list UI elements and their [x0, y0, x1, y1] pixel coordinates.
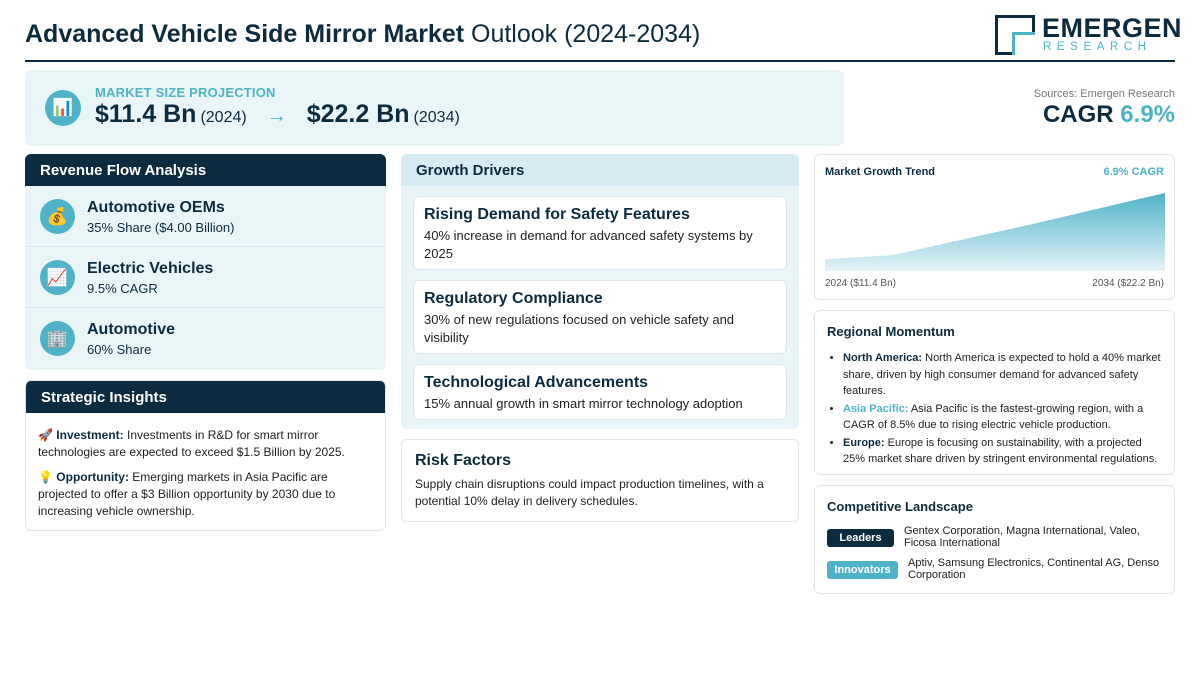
growth-area-chart — [825, 193, 1165, 271]
rocket-icon: 🚀 — [38, 428, 53, 442]
start-year: (2024) — [200, 109, 247, 126]
trend-start-label: 2024 ($11.4 Bn) — [825, 278, 896, 289]
end-year: (2034) — [413, 109, 460, 126]
region-text: North America is expected to hold a 40% … — [843, 352, 1161, 397]
bar-chart-icon: 📊 — [45, 90, 81, 126]
driver-item: Regulatory Compliance 30% of new regulat… — [413, 280, 787, 354]
revenue-item-sub: 35% Share ($4.00 Billion) — [87, 220, 235, 235]
insight-item: 💡 Opportunity: Emerging markets in Asia … — [38, 469, 373, 520]
revenue-item: 💰 Automotive OEMs 35% Share ($4.00 Billi… — [25, 186, 386, 247]
header: Advanced Vehicle Side Mirror Market Outl… — [25, 14, 1182, 62]
growth-area — [825, 193, 1165, 271]
emergen-logo: EMERGEN RESEARCH — [995, 14, 1182, 56]
driver-item: Rising Demand for Safety Features 40% in… — [413, 196, 787, 270]
list-item: North America: North America is expected… — [843, 350, 1162, 400]
region-name: Europe: — [843, 436, 885, 449]
start-value: $11.4 Bn — [95, 100, 197, 128]
revenue-item: 🏢 Automotive 60% Share — [25, 308, 386, 369]
region-text: Europe is focusing on sustainability, wi… — [843, 436, 1158, 466]
leaders-badge: Leaders — [827, 529, 894, 547]
leaders-row: Leaders Gentex Corporation, Magna Intern… — [827, 525, 1162, 555]
revenue-item-name: Automotive OEMs — [87, 199, 225, 216]
insight-item: 🚀 Investment: Investments in R&D for sma… — [38, 427, 373, 461]
driver-item: Technological Advancements 15% annual gr… — [413, 364, 787, 420]
revenue-flow-title: Revenue Flow Analysis — [25, 154, 386, 186]
driver-desc: 15% annual growth in smart mirror techno… — [424, 396, 743, 411]
revenue-item-sub: 9.5% CAGR — [87, 281, 158, 296]
driver-title: Rising Demand for Safety Features — [424, 206, 690, 223]
competitive-landscape-title: Competitive Landscape — [827, 499, 973, 514]
logo-name: EMERGEN — [1042, 13, 1183, 43]
page-title-sub: Outlook (2024-2034) — [464, 20, 701, 48]
driver-title: Technological Advancements — [424, 374, 649, 391]
driver-desc: 40% increase in demand for advanced safe… — [424, 228, 753, 261]
insight-text: Investments in R&D for smart mirror tech… — [38, 428, 345, 459]
arrow-right-icon: → — [266, 105, 287, 127]
risk-factors-title: Risk Factors — [415, 452, 512, 469]
insight-label: Investment: — [56, 428, 124, 442]
leaders-list: Gentex Corporation, Magna International,… — [904, 525, 1140, 549]
regional-momentum-title: Regional Momentum — [827, 324, 955, 339]
lightbulb-icon: 💡 — [38, 470, 53, 484]
regional-momentum-card: Regional Momentum North America: North A… — [814, 310, 1175, 475]
market-size-projection: 📊 MARKET SIZE PROJECTION $11.4 Bn (2024) →… — [25, 70, 844, 146]
projection-label: MARKET SIZE PROJECTION — [95, 85, 276, 100]
building-icon: 🏢 — [40, 321, 75, 356]
innovators-badge: Innovators — [827, 561, 898, 579]
insight-label: Opportunity: — [56, 470, 129, 484]
strategic-insights-card: Strategic Insights 🚀 Investment: Investm… — [25, 380, 386, 531]
risk-factors-desc: Supply chain disruptions could impact pr… — [415, 477, 764, 508]
money-bag-icon: 💰 — [40, 199, 75, 234]
logo-mark-icon — [995, 15, 1035, 55]
logo-subtitle: RESEARCH — [1043, 41, 1152, 53]
revenue-flow-card: Revenue Flow Analysis 💰 Automotive OEMs … — [25, 154, 386, 370]
competitive-landscape-card: Competitive Landscape Leaders Gentex Cor… — [814, 485, 1175, 594]
strategic-insights-title: Strategic Insights — [26, 381, 385, 413]
list-item: Asia Pacific: Asia Pacific is the fastes… — [843, 401, 1162, 434]
revenue-item: 📈 Electric Vehicles 9.5% CAGR — [25, 247, 386, 308]
list-item: Europe: Europe is focusing on sustainabi… — [843, 435, 1162, 468]
cagr-percent: 6.9% — [1120, 101, 1175, 128]
revenue-item-name: Automotive — [87, 321, 175, 338]
insights-body: 🚀 Investment: Investments in R&D for sma… — [26, 413, 385, 520]
innovators-list: Aptiv, Samsung Electronics, Continental … — [908, 557, 1160, 581]
region-name: Asia Pacific: — [843, 402, 909, 415]
page-title-main: Advanced Vehicle Side Mirror Market — [25, 20, 465, 48]
end-value: $22.2 Bn — [306, 100, 410, 128]
innovators-row: Innovators Aptiv, Samsung Electronics, C… — [827, 557, 1162, 587]
market-growth-trend-card: Market Growth Trend 6.9% CAGR 2024 ($11.… — [814, 154, 1175, 300]
page-title: Advanced Vehicle Side Mirror Market Outl… — [25, 20, 700, 49]
region-text: Asia Pacific is the fastest-growing regi… — [843, 402, 1144, 432]
trend-end-label: 2034 ($22.2 Bn) — [1092, 278, 1164, 289]
growth-drivers-title: Growth Drivers — [401, 154, 799, 186]
trend-up-icon: 📈 — [40, 260, 75, 295]
region-name: North America: — [843, 352, 923, 364]
cagr-summary: Sources: Emergen Research CAGR 6.9% — [1034, 88, 1175, 129]
projection-values: $11.4 Bn (2024) → $22.2 Bn (2034) — [95, 100, 460, 129]
trend-title: Market Growth Trend — [825, 166, 936, 178]
revenue-item-name: Electric Vehicles — [87, 260, 214, 277]
revenue-item-sub: 60% Share — [87, 342, 152, 357]
driver-title: Regulatory Compliance — [424, 290, 603, 307]
sources-text: Sources: Emergen Research — [1033, 88, 1175, 100]
cagr-label: CAGR — [1042, 101, 1114, 128]
insight-text: Emerging markets in Asia Pacific are pro… — [38, 470, 336, 518]
trend-cagr: 6.9% CAGR — [1103, 166, 1164, 178]
regional-list: North America: North America is expected… — [827, 350, 1162, 468]
cagr-value: CAGR 6.9% — [1034, 101, 1175, 129]
driver-desc: 30% of new regulations focused on vehicl… — [424, 312, 735, 345]
growth-drivers-card: Growth Drivers Rising Demand for Safety … — [401, 154, 799, 429]
risk-factors-card: Risk Factors Supply chain disruptions co… — [401, 439, 799, 522]
